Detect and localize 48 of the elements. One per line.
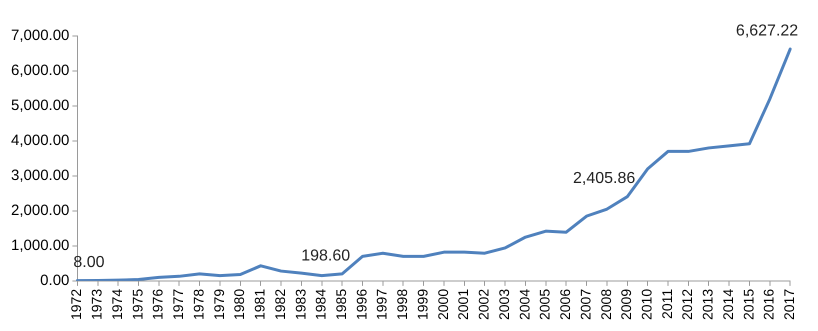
x-tick-label: 1980 — [231, 288, 248, 320]
x-tick-label: 1974 — [108, 288, 125, 320]
x-tick-label: 1975 — [129, 288, 146, 320]
x-tick-label: 1996 — [353, 288, 370, 320]
x-tick-label: 1973 — [88, 288, 105, 320]
x-tick-label: 2005 — [536, 288, 553, 320]
x-tick-label: 1997 — [374, 288, 390, 320]
x-tick-label: 1999 — [414, 288, 430, 320]
y-tick-label: 3,000.00 — [11, 167, 70, 184]
y-tick-label: 4,000.00 — [11, 132, 70, 150]
data-label: 6,627.22 — [736, 22, 798, 40]
x-tick-label: 2004 — [516, 288, 532, 320]
x-tick-label: 2001 — [455, 288, 472, 320]
x-tick-label: 1978 — [190, 288, 206, 320]
x-tick-label: 1979 — [210, 288, 227, 320]
x-tick-label: 2003 — [496, 288, 512, 320]
x-tick-label: 2002 — [476, 288, 492, 320]
x-tick-label: 1972 — [68, 288, 84, 320]
y-tick-label: 0.00 — [40, 272, 70, 289]
x-tick-label: 2000 — [434, 288, 451, 320]
y-tick-label: 6,000.00 — [11, 62, 70, 80]
x-tick-label: 2016 — [760, 288, 777, 320]
data-label: 198.60 — [301, 247, 350, 264]
x-tick-label: 2015 — [740, 288, 756, 320]
data-label: 8.00 — [73, 254, 105, 271]
x-tick-label: 1977 — [170, 288, 186, 320]
y-tick-label: 1,000.00 — [11, 237, 70, 254]
x-tick-label: 2009 — [618, 288, 634, 320]
x-tick-label: 1985 — [333, 288, 350, 320]
x-tick-label: 2010 — [638, 288, 654, 320]
x-tick-label: 2011 — [658, 288, 675, 319]
x-tick-label: 2014 — [720, 288, 736, 320]
x-tick-label: 1983 — [292, 288, 308, 320]
x-tick-label: 1984 — [312, 288, 329, 320]
x-tick-label: 1981 — [252, 288, 268, 320]
x-tick-label: 2006 — [557, 288, 574, 320]
y-tick-label: 7,000.00 — [11, 27, 70, 44]
x-tick-label: 2013 — [700, 288, 716, 320]
data-label: 2,405.86 — [572, 170, 636, 188]
x-tick-label: 1982 — [272, 288, 288, 320]
x-tick-label: 2007 — [577, 288, 594, 320]
x-tick-label: 2017 — [781, 288, 798, 320]
y-tick-label: 5,000.00 — [11, 97, 70, 114]
x-tick-label: 2008 — [598, 288, 614, 320]
y-tick-label: 2,000.00 — [11, 202, 70, 220]
x-tick-label: 1976 — [150, 288, 166, 320]
x-tick-label: 1998 — [394, 288, 410, 320]
x-tick-label: 2012 — [679, 288, 696, 320]
